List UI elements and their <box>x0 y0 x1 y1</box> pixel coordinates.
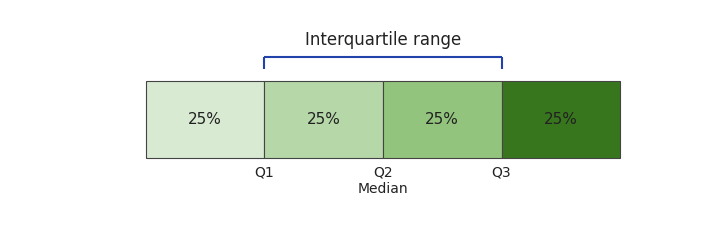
Text: 25%: 25% <box>544 112 577 127</box>
Text: Q3: Q3 <box>492 166 511 180</box>
Text: Median: Median <box>358 182 408 196</box>
Bar <box>145 81 264 158</box>
Text: Q2: Q2 <box>373 166 393 180</box>
Text: 25%: 25% <box>426 112 459 127</box>
Text: Q1: Q1 <box>254 166 274 180</box>
Bar <box>502 81 620 158</box>
Text: Interquartile range: Interquartile range <box>305 31 461 49</box>
Bar <box>264 81 383 158</box>
Text: 25%: 25% <box>307 112 341 127</box>
Text: 25%: 25% <box>188 112 222 127</box>
Bar <box>383 81 502 158</box>
